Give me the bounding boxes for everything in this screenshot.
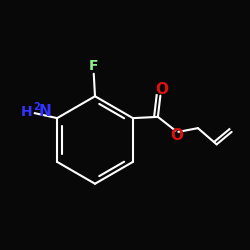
Text: O: O	[170, 128, 183, 142]
Text: H: H	[20, 105, 32, 119]
Text: O: O	[155, 82, 168, 97]
Text: 2: 2	[33, 102, 40, 112]
Text: N: N	[38, 104, 51, 119]
Text: F: F	[89, 59, 99, 73]
